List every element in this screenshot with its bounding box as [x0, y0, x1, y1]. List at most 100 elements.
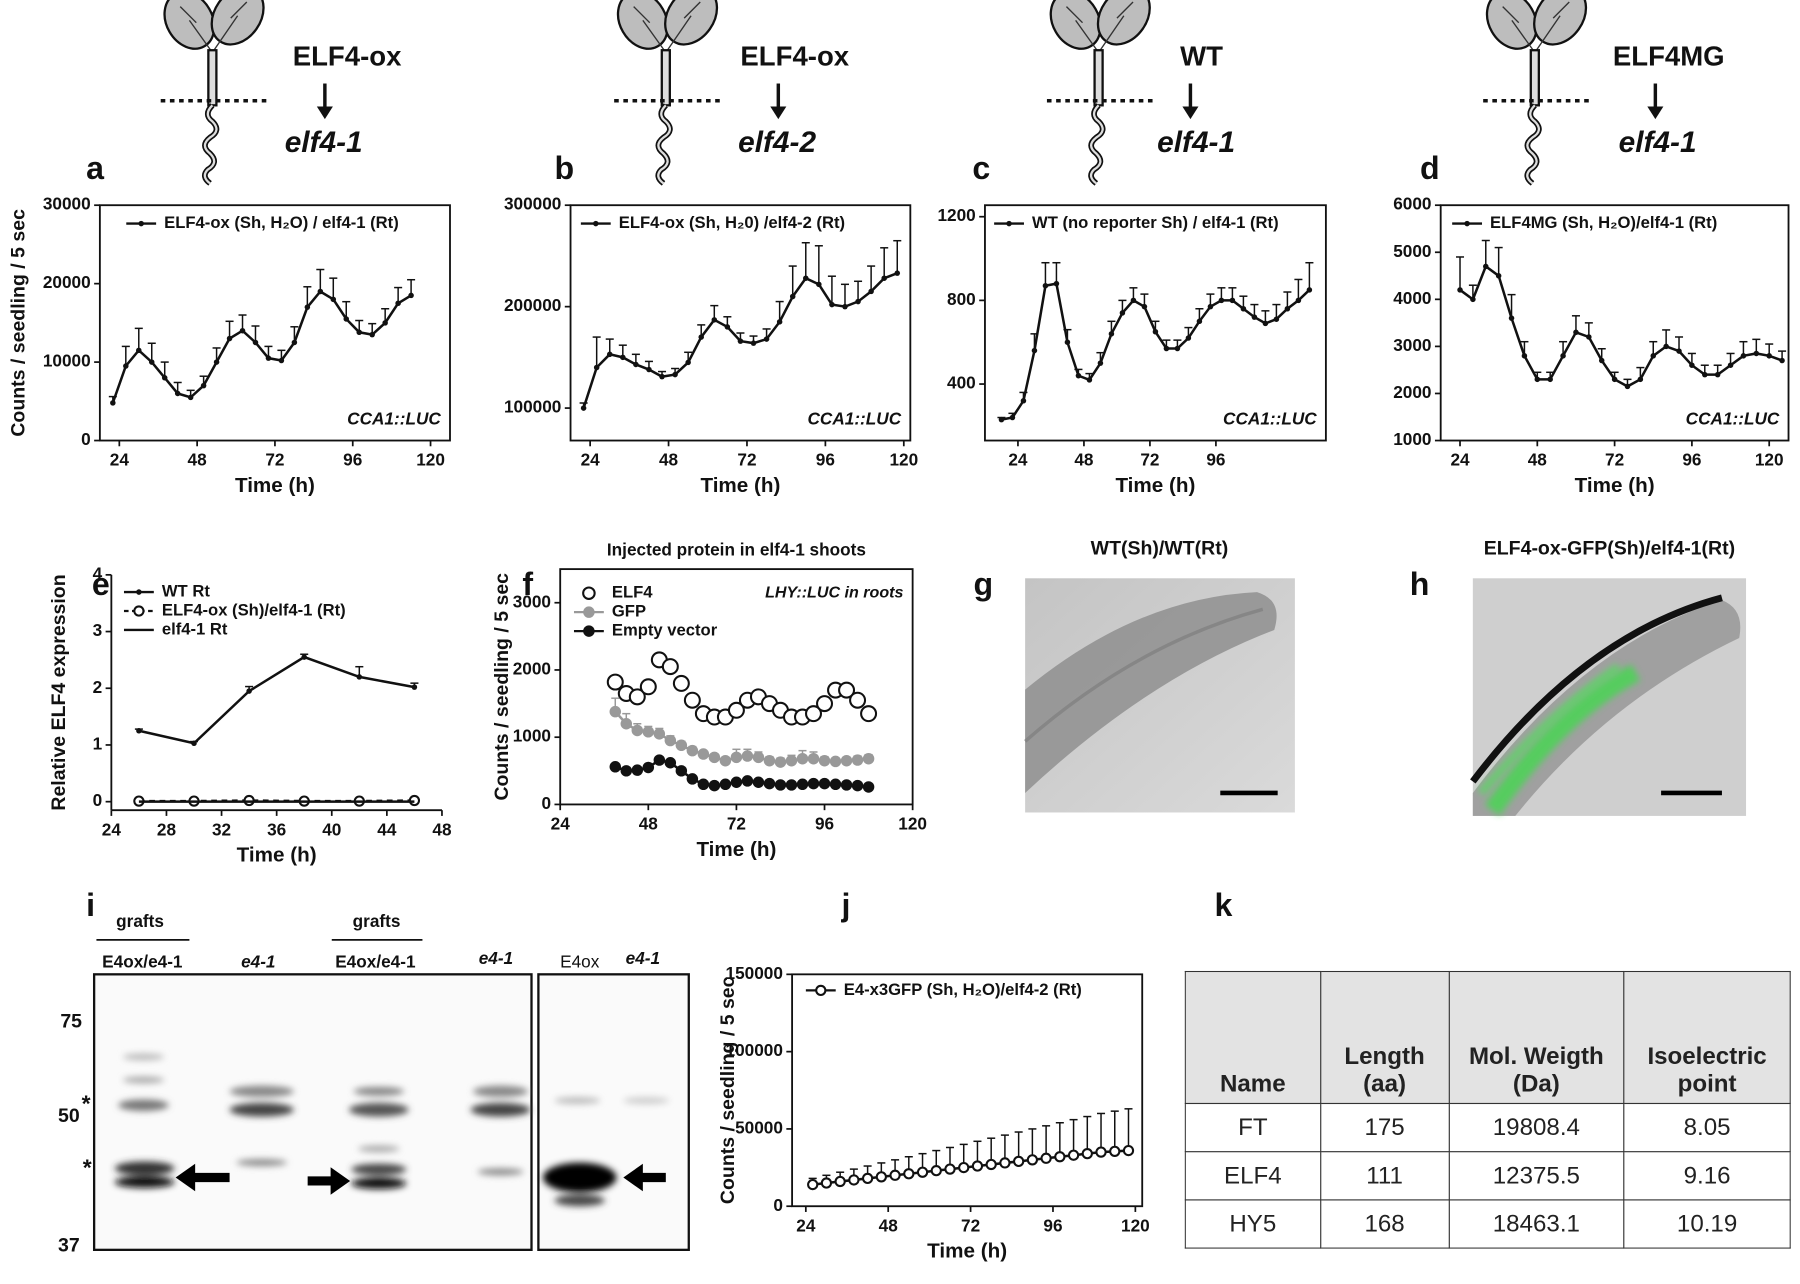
- y-tick-label: 4000: [1393, 288, 1431, 308]
- x-tick-label: 120: [1121, 1215, 1150, 1235]
- recipient-label: elf4-1: [1157, 126, 1235, 159]
- x-tick-label: 72: [265, 450, 284, 470]
- data-point: [1207, 303, 1214, 310]
- legend-marker: [1464, 220, 1470, 227]
- data-point: [842, 303, 848, 310]
- data-point: [875, 1171, 887, 1183]
- plot-frame: [984, 204, 1327, 442]
- data-point: [136, 347, 142, 354]
- data-point: [711, 317, 718, 323]
- x-tick-label: 48: [432, 819, 452, 839]
- table-cell: FT: [1184, 1102, 1321, 1153]
- data-point: [750, 340, 757, 346]
- data-point: [849, 691, 867, 709]
- data-point: [1637, 376, 1644, 383]
- arrow-head: [316, 106, 333, 120]
- plant-icon: [1041, 0, 1161, 183]
- panel-label: g: [973, 566, 993, 602]
- data-point: [278, 357, 285, 364]
- plot-frame: [791, 973, 1144, 1208]
- panel-label: a: [86, 150, 105, 186]
- data-point: [1262, 320, 1269, 327]
- data-point: [851, 754, 864, 766]
- series-line: [812, 1149, 1129, 1186]
- x-tick-label: 24: [1450, 450, 1470, 470]
- donor-label: ELF4MG: [1613, 41, 1725, 72]
- arrow-head: [1182, 106, 1199, 120]
- x-tick-label: 32: [212, 819, 231, 839]
- data-point: [675, 765, 688, 777]
- table-header: Isoelectric point: [1623, 970, 1791, 1105]
- data-point: [848, 1174, 860, 1186]
- data-point: [840, 754, 853, 767]
- y-tick-label: 200000: [504, 295, 561, 315]
- chart-title: Injected protein in elf4-1 shoots: [607, 539, 866, 559]
- legend-label: E4-x3GFP (Sh, H₂O)/elf4-2 (Rt): [844, 980, 1082, 999]
- data-point: [903, 1168, 915, 1180]
- annotation: CCA1::LUC: [347, 408, 441, 428]
- y-tick-label: 100000: [504, 397, 561, 417]
- data-point: [653, 728, 666, 740]
- data-point: [774, 779, 787, 791]
- data-point: [840, 779, 853, 791]
- data-point: [789, 293, 796, 300]
- x-tick-label: 48: [1074, 450, 1094, 470]
- data-point: [807, 1178, 819, 1191]
- x-tick-label: 72: [737, 450, 756, 470]
- data-point: [609, 761, 622, 773]
- y-tick-label: 20000: [43, 272, 91, 292]
- data-point: [719, 754, 732, 767]
- data-point: [1508, 315, 1515, 321]
- x-axis-label: Time (h): [235, 474, 315, 497]
- x-tick-label: 120: [416, 450, 445, 470]
- data-point: [1521, 353, 1528, 359]
- table-header: Length (aa): [1319, 970, 1450, 1105]
- data-point: [631, 764, 644, 776]
- data-point: [1040, 1152, 1052, 1164]
- lane-label: e4-1: [241, 951, 275, 971]
- data-point: [829, 301, 835, 308]
- data-point: [851, 779, 864, 792]
- data-point: [1586, 334, 1592, 340]
- data-point: [620, 765, 633, 777]
- y-tick-label: 1: [93, 734, 103, 754]
- annotation: CCA1::LUC: [1223, 408, 1317, 428]
- data-point: [686, 744, 699, 757]
- data-point: [862, 781, 875, 793]
- micrograph: ELF4-ox-GFP(Sh)/elf4-1(Rt): [1470, 538, 1747, 816]
- root-vasculature: [1023, 607, 1264, 743]
- x-tick-label: 24: [110, 450, 130, 470]
- data-point: [580, 405, 587, 411]
- data-point: [1218, 297, 1225, 304]
- gfp-signal: [1484, 664, 1641, 816]
- western-blot: grafts grafts E4ox/e4-1 e4-1 E4ox/e4-1 e…: [58, 911, 690, 1257]
- data-point: [1714, 371, 1721, 378]
- data-point: [1624, 383, 1631, 390]
- data-point: [785, 754, 798, 767]
- legend-label: WT Rt: [162, 581, 210, 600]
- arrow-head: [1647, 106, 1664, 120]
- data-point: [1141, 303, 1148, 310]
- data-point: [304, 304, 311, 310]
- arrow: [307, 1167, 351, 1195]
- data-point: [1483, 263, 1489, 270]
- data-point: [174, 390, 181, 397]
- data-point: [631, 724, 644, 737]
- y-tick-label: 5000: [1393, 241, 1431, 261]
- data-point: [829, 778, 842, 791]
- table-cell: 12375.5: [1448, 1151, 1625, 1201]
- annotation: CCA1::LUC: [807, 408, 901, 428]
- legend-label: ELF4-ox (Sh)/elf4-1 (Rt): [162, 600, 346, 619]
- legend-marker: [138, 220, 144, 227]
- table-header: Name: [1184, 970, 1321, 1105]
- data-point: [1122, 1144, 1135, 1157]
- gfp-signal: [1477, 663, 1621, 796]
- data-point: [191, 740, 197, 747]
- data-point: [985, 1158, 997, 1171]
- legend-label: ELF4-ox (Sh, H₂O) / elf4-1 (Rt): [164, 213, 399, 232]
- data-point: [999, 1157, 1011, 1169]
- legend-marker: [583, 606, 595, 618]
- plot-frame: [98, 204, 451, 442]
- data-point: [1547, 376, 1553, 383]
